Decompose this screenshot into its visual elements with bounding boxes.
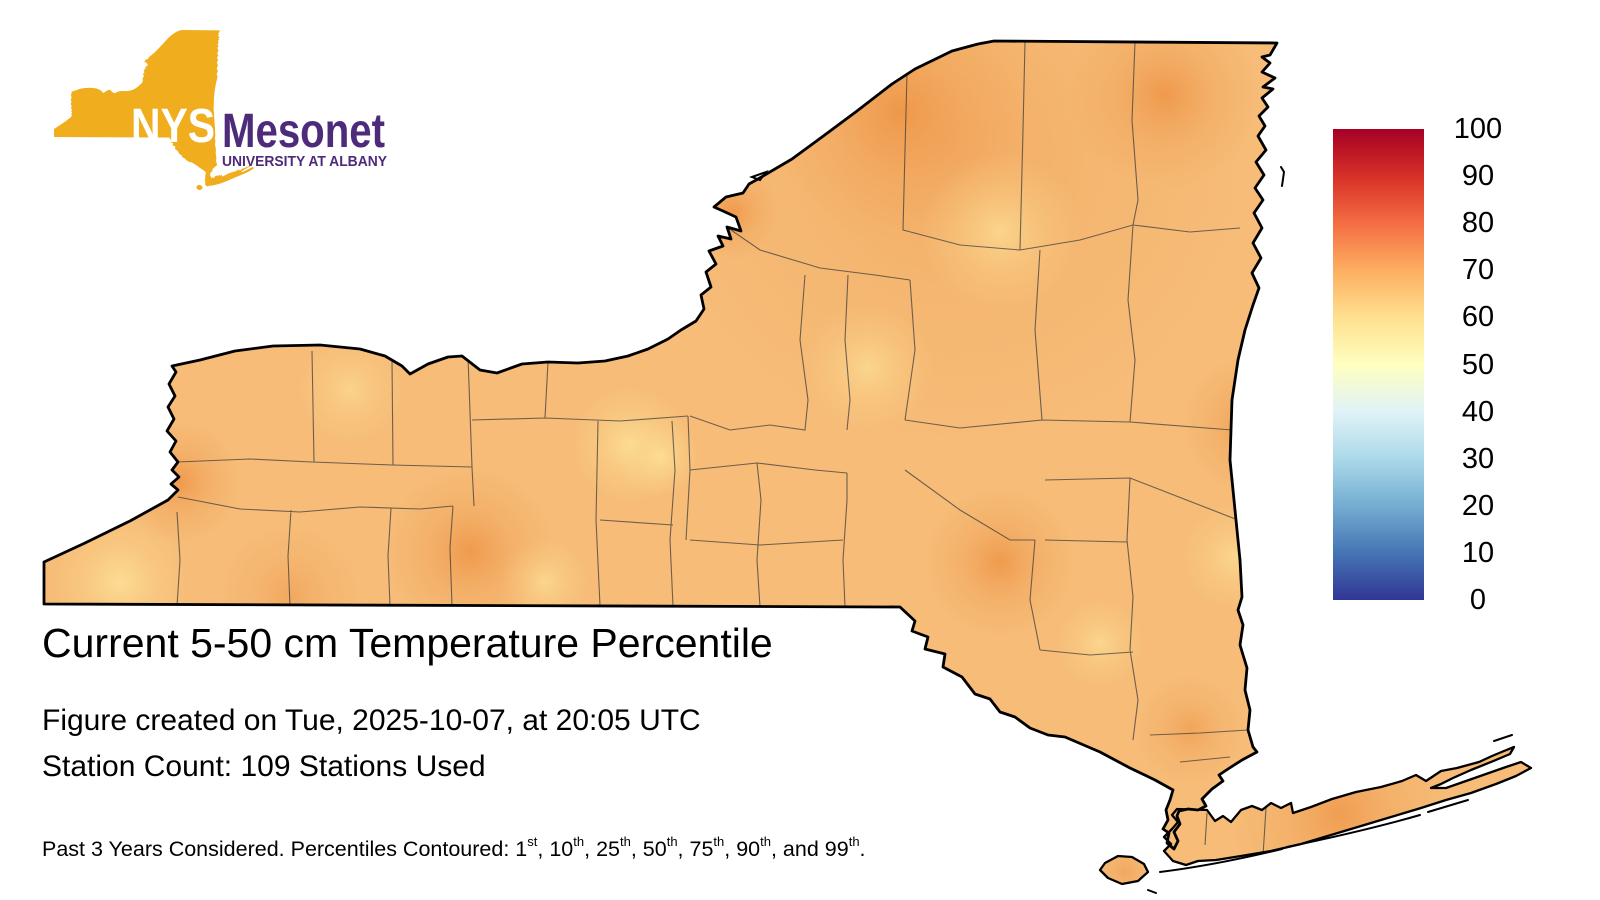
colorbar-tick-10: 10: [1461, 537, 1495, 569]
figure-title: Current 5-50 cm Temperature Percentile: [42, 620, 773, 666]
colorbar-tick-70: 70: [1461, 254, 1495, 286]
colorbar-tick-90: 90: [1461, 160, 1495, 192]
logo-subtitle: UNIVERSITY AT ALBANY: [222, 153, 387, 170]
separator: , and: [770, 837, 825, 862]
ordinal-suffix: st: [527, 834, 538, 849]
colorbar-tick-20: 20: [1461, 490, 1495, 522]
percentile-75: 75: [689, 837, 714, 862]
separator: ,: [677, 837, 690, 862]
colorbar-tick-30: 30: [1461, 443, 1495, 475]
separator: ,: [584, 837, 597, 862]
separator: ,: [724, 837, 737, 862]
logo-acronym: NYS: [131, 100, 215, 153]
ordinal-suffix: th: [713, 834, 725, 849]
percentile-colorbar: [1333, 129, 1424, 600]
colorbar-tick-50: 50: [1461, 349, 1495, 381]
nys-mesonet-logo: NYS Mesonet UNIVERSITY AT ALBANY: [54, 29, 387, 191]
percentile-90: 90: [736, 837, 761, 862]
separator: ,: [537, 837, 550, 862]
small-islands: [749, 169, 769, 182]
percentile-50: 50: [642, 837, 667, 862]
percentile-1: 1: [515, 837, 528, 862]
ordinal-suffix: th: [848, 834, 860, 849]
footnote-prefix: Past 3 Years Considered. Percentiles Con…: [42, 837, 516, 862]
ordinal-suffix: th: [666, 834, 678, 849]
ordinal-suffix: th: [573, 834, 585, 849]
county-boundaries: [176, 41, 1267, 857]
colorbar-tick-80: 80: [1461, 207, 1495, 239]
logo-name: Mesonet: [222, 105, 385, 158]
percentiles-footnote: Past 3 Years Considered. Percentiles Con…: [42, 834, 866, 862]
barrier-islands: [1147, 166, 1513, 894]
separator: .: [859, 837, 866, 862]
colorbar-tick-0: 0: [1469, 584, 1487, 616]
percentile-10: 10: [549, 837, 574, 862]
colorbar-tick-60: 60: [1461, 301, 1495, 333]
colorbar-tick-100: 100: [1453, 113, 1503, 145]
ordinal-suffix: th: [619, 834, 631, 849]
percentile-25: 25: [596, 837, 620, 862]
station-count-line: Station Count: 109 Stations Used: [42, 750, 486, 783]
percentile-99: 99: [824, 837, 849, 862]
created-timestamp-line: Figure created on Tue, 2025-10-07, at 20…: [42, 704, 701, 737]
ordinal-suffix: th: [760, 834, 771, 849]
colorbar-tick-40: 40: [1461, 396, 1495, 428]
separator: ,: [630, 837, 643, 862]
